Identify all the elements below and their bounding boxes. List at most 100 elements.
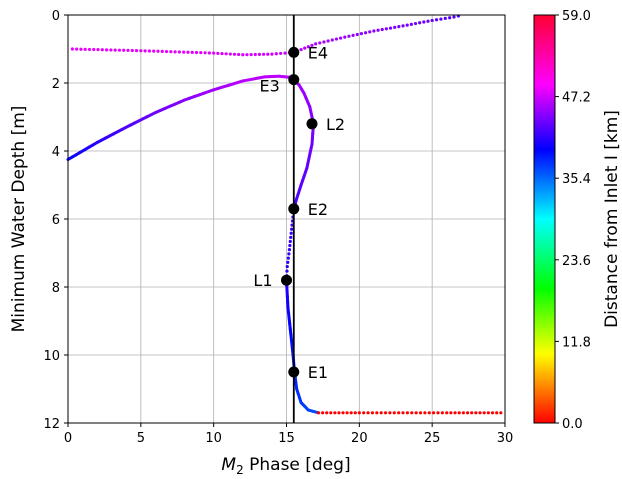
series-dot — [414, 411, 418, 415]
series-dot — [393, 25, 397, 29]
series-dot — [370, 411, 375, 415]
series-dot — [288, 243, 292, 248]
series-dot — [432, 411, 436, 415]
series-dot — [427, 411, 431, 415]
series-dot — [482, 411, 486, 415]
colorbar-tick-label: 23.6 — [562, 254, 591, 269]
series-dot — [430, 18, 434, 23]
series-dot — [322, 40, 326, 44]
y-axis-label: Minimum Water Depth [m] — [9, 106, 29, 333]
series-dot — [351, 33, 355, 37]
colorbar-tick-label: 0.0 — [562, 417, 583, 432]
series-dot — [286, 260, 290, 264]
series-layer — [66, 14, 503, 415]
point-marker-l1 — [281, 274, 292, 286]
series-dot — [169, 50, 173, 54]
series-dot — [92, 47, 96, 52]
series-dot — [461, 411, 465, 415]
series-dot — [380, 27, 384, 32]
colorbar-tick-label: 59.0 — [562, 9, 591, 24]
series-dot — [147, 49, 152, 53]
series-dot — [409, 22, 413, 26]
series-dot — [160, 49, 164, 54]
x-ticks: 0 5 10 15 20 25 30 — [64, 423, 513, 446]
series-dot — [418, 21, 422, 25]
series-dot — [465, 411, 470, 415]
series-dot — [343, 35, 347, 39]
series-dot — [203, 51, 207, 55]
series-dot — [139, 49, 143, 53]
series-dot — [423, 411, 427, 415]
series-dot — [306, 45, 310, 49]
series-dot — [434, 18, 439, 22]
series-dot — [289, 231, 293, 235]
series-dot — [270, 52, 274, 56]
solid-series — [285, 278, 321, 415]
point-marker-e3 — [288, 74, 300, 86]
series-dot — [334, 37, 339, 41]
x-tick-label: 25 — [424, 431, 441, 446]
series-dot — [474, 411, 478, 415]
series-dot — [321, 411, 325, 415]
series-dot — [426, 19, 430, 23]
series-dot — [405, 411, 410, 415]
series-dot — [486, 411, 490, 415]
y-tick-label: 6 — [52, 213, 60, 228]
series-dot — [266, 52, 270, 56]
series-dot — [190, 50, 194, 54]
series-dot — [299, 47, 303, 52]
series-dot — [310, 43, 314, 47]
dotted-series — [316, 411, 503, 415]
point-label-e1: E1 — [308, 363, 328, 382]
series-dot — [207, 51, 211, 55]
series-dot — [445, 411, 449, 415]
series-dot — [452, 15, 456, 19]
series-dot — [283, 51, 287, 55]
series-dot — [83, 47, 87, 51]
series-dot — [245, 53, 249, 57]
series-dot — [70, 47, 74, 51]
series-dot — [401, 24, 405, 28]
series-dot — [109, 48, 113, 52]
series-dot — [448, 16, 452, 20]
series-dot — [164, 49, 169, 54]
series-dot — [440, 411, 444, 415]
series-dot — [79, 47, 83, 51]
series-dot — [375, 411, 379, 415]
series-dot — [410, 411, 414, 415]
series-dot — [318, 41, 322, 45]
series-dot — [199, 51, 203, 55]
series-dot — [392, 411, 396, 415]
series-dot — [286, 256, 290, 260]
series-dot — [117, 48, 122, 52]
series-dot — [143, 49, 147, 53]
point-marker-l2 — [306, 118, 318, 130]
series-dot — [449, 411, 453, 415]
point-label-l1: L1 — [253, 271, 272, 290]
series-dot — [262, 52, 266, 56]
series-dot — [285, 269, 289, 273]
point-label-e3: E3 — [259, 77, 279, 96]
series-dot — [289, 227, 294, 231]
series-dot — [288, 239, 292, 244]
series-dot — [177, 50, 181, 54]
series-dot — [339, 36, 343, 40]
series-dot — [355, 32, 359, 37]
series-dot — [495, 411, 499, 415]
series-dot — [152, 49, 156, 53]
series-dot — [96, 48, 100, 52]
series-dot — [478, 411, 482, 415]
y-tick-label: 10 — [43, 349, 60, 364]
series-dot — [314, 42, 318, 46]
series-dot — [405, 23, 409, 27]
series-dot — [285, 265, 289, 269]
series-dot — [499, 411, 503, 415]
series-dot — [457, 411, 461, 415]
series-dot — [443, 16, 447, 20]
series-dot — [105, 48, 109, 52]
series-dot — [333, 411, 337, 415]
series-dot — [359, 32, 364, 36]
series-dot — [397, 25, 401, 29]
series-dot — [345, 411, 349, 415]
series-dot — [122, 48, 126, 52]
